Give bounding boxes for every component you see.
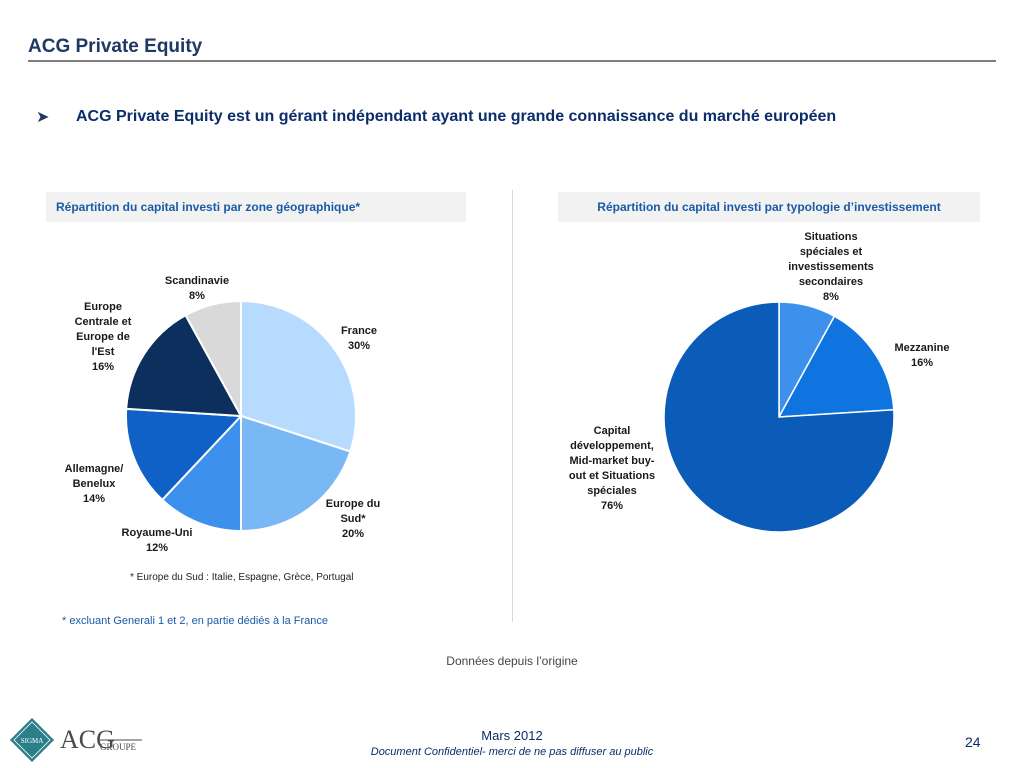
investment-type-pie-slice-1 [778, 301, 836, 418]
pie-label-europe-du-sud: Europe du Sud* 20% [325, 498, 381, 540]
key-point-text: ACG Private Equity est un gérant indépen… [76, 108, 837, 125]
exclusion-note: * excluant Generali 1 et 2, en partie dé… [62, 615, 328, 627]
left-chart-header: Répartition du capital investi par zone … [46, 192, 466, 222]
page-title: ACG Private Equity [28, 36, 203, 57]
sigma-diamond-icon [10, 718, 54, 762]
acg-groupe-logo: SIGMA ACG GROUPE [10, 718, 142, 762]
logo-groupe-text: GROUPE [100, 742, 137, 752]
arrow-bullet-icon: ➤ [36, 109, 50, 126]
geography-pie-slice-6 [184, 299, 242, 417]
pie-label-mezzanine: Mezzanine 16% [894, 342, 950, 369]
geography-pie-slice-4 [125, 407, 244, 502]
pie-label-capital-developpement: Capital développement, Mid-market buy- o… [568, 425, 656, 512]
title-divider [28, 60, 996, 62]
data-since-note: Données depuis l’origine [446, 654, 578, 668]
pie-label-royaume-uni: Royaume-Uni 12% [121, 527, 193, 554]
pie-label-allemagne-benelux: Allemagne/ Benelux 14% [64, 463, 124, 505]
pie-label-scandinavie: Scandinavie 8% [164, 275, 230, 302]
investment-type-pie-slice-3 [663, 301, 895, 533]
geography-pie-slice-5 [125, 313, 243, 418]
geography-pie-slice-3 [160, 413, 242, 533]
pie-label-situations-speciales: Situations spéciales et investissements … [788, 231, 874, 303]
right-chart-header: Répartition du capital investi par typol… [558, 192, 980, 222]
pie-label-europe-centrale: Europe Centrale et Europe de l'Est 16% [74, 301, 132, 373]
pie-label-france: France 30% [340, 325, 378, 352]
confidential-notice: Document Confidentiel- merci de ne pas d… [370, 746, 654, 758]
footer-date: Mars 2012 [481, 728, 543, 743]
left-chart-footnote: * Europe du Sud : Italie, Espagne, Grèce… [130, 572, 354, 583]
key-point: ➤ ACG Private Equity est un gérant indép… [36, 107, 836, 127]
logo-seal-text: SIGMA [21, 737, 44, 745]
investment-type-pie-slice-2 [777, 315, 895, 418]
page-number: 24 [965, 734, 981, 750]
chart-divider [512, 190, 513, 622]
